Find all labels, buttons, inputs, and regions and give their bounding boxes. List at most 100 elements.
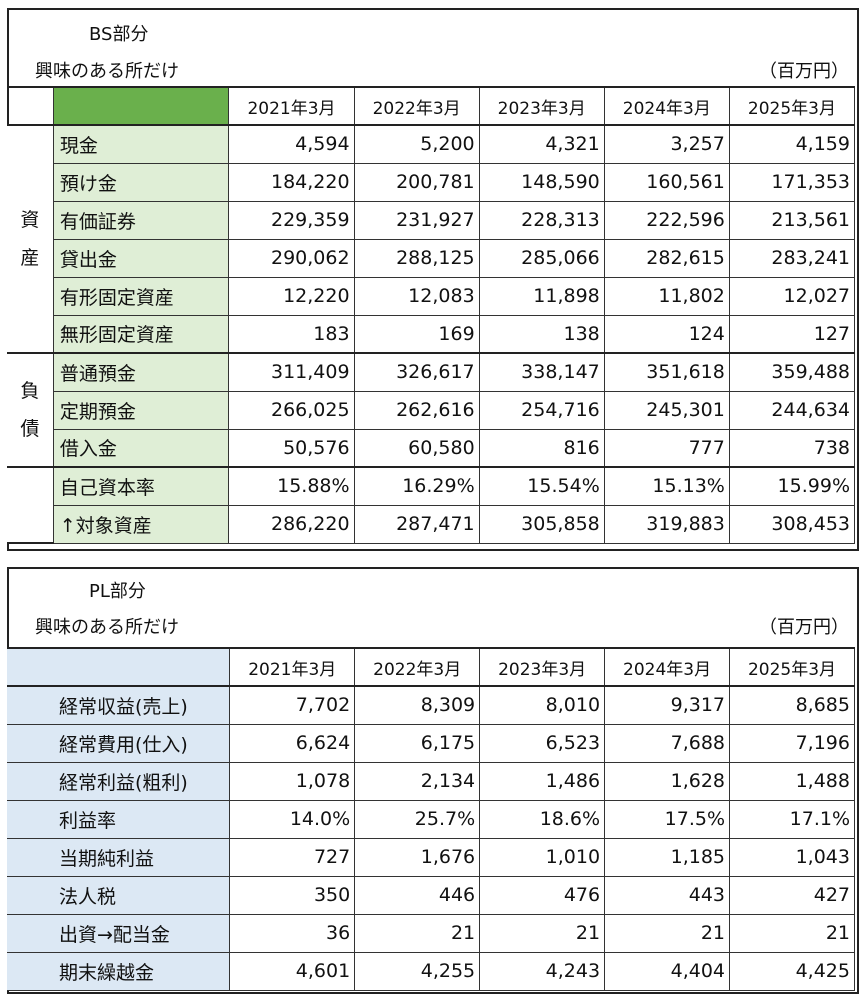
pl-value-cell: 1,628 — [604, 761, 731, 801]
bs-value-cell: 229,359 — [228, 200, 355, 240]
bs-row-label: 借入金 — [52, 428, 230, 468]
pl-value-cell: 1,486 — [479, 761, 606, 801]
bs-value-cell: 16.29% — [353, 466, 480, 506]
bs-value-cell: 777 — [603, 428, 730, 468]
bs-value-cell: 12,220 — [228, 276, 355, 316]
bs-row: 預け金 184,220 200,781 148,590 160,561 171,353 — [7, 162, 856, 202]
pl-table-body: 経常収益(売上) 7,702 8,309 8,010 9,317 8,685 経常費用(仕入… — [7, 685, 855, 991]
pl-row-label: 利益率 — [7, 799, 231, 839]
bs-group-char: 産 — [20, 247, 40, 269]
bs-value-cell: 12,083 — [353, 276, 480, 316]
bs-header-row: 2021年3月 2022年3月 2023年3月 2024年3月 2025年3月 — [7, 86, 856, 126]
bs-value-cell: 3,257 — [603, 124, 730, 164]
bs-value-cell: 228,313 — [478, 200, 605, 240]
bs-value-cell: 308,453 — [728, 504, 856, 544]
bs-value-cell: 15.99% — [728, 466, 856, 506]
bs-value-cell: 11,802 — [603, 276, 730, 316]
bs-value-cell: 184,220 — [228, 162, 355, 202]
pl-row: 利益率 14.0% 25.7% 18.6% 17.5% 17.1% — [7, 799, 855, 839]
bs-row-label: 無形固定資産 — [52, 314, 230, 354]
bs-value-cell: 138 — [478, 314, 605, 354]
pl-row: 経常費用(仕入) 6,624 6,175 6,523 7,688 7,196 — [7, 723, 855, 763]
bs-value-cell: 282,615 — [603, 238, 730, 278]
pl-row-label: 経常費用(仕入) — [7, 723, 231, 763]
bs-row-label: 有価証券 — [52, 200, 230, 240]
bs-value-cell: 359,488 — [728, 352, 856, 392]
bs-row: ↑対象資産 286,220 287,471 305,858 319,883 308,453 — [7, 504, 856, 544]
bs-value-cell: 351,618 — [603, 352, 730, 392]
bs-table: 2021年3月 2022年3月 2023年3月 2024年3月 2025年3月 … — [7, 86, 856, 544]
pl-value-cell: 4,243 — [479, 951, 606, 991]
pl-year-header: 2023年3月 — [479, 647, 606, 687]
bs-value-cell: 4,159 — [728, 124, 856, 164]
bs-year-header: 2022年3月 — [353, 86, 480, 126]
bs-value-cell: 160,561 — [603, 162, 730, 202]
bs-value-cell: 305,858 — [478, 504, 605, 544]
bs-row: 定期預金 266,025 262,616 254,716 245,301 244,634 — [7, 390, 856, 430]
pl-row-label: 法人税 — [7, 875, 231, 915]
pl-year-header: 2022年3月 — [354, 647, 481, 687]
pl-value-cell: 8,685 — [729, 685, 855, 725]
pl-value-cell: 350 — [229, 875, 356, 915]
pl-subtitle: 興味のある所だけ — [35, 617, 179, 638]
bs-table-body: 資産現金 4,594 5,200 4,321 3,257 4,159 預け金 184,220 2… — [7, 124, 856, 544]
bs-group-char: 負 — [20, 380, 40, 402]
pl-value-cell: 1,043 — [729, 837, 855, 877]
pl-value-cell: 4,425 — [729, 951, 855, 991]
bs-row-label: 普通預金 — [52, 352, 230, 392]
bs-value-cell: 319,883 — [603, 504, 730, 544]
bs-group-ratio — [7, 466, 54, 544]
bs-row-label: 有形固定資産 — [52, 276, 230, 316]
bs-value-cell: 15.88% — [228, 466, 355, 506]
pl-value-cell: 17.1% — [729, 799, 855, 839]
bs-value-cell: 285,066 — [478, 238, 605, 278]
bs-value-cell: 127 — [728, 314, 856, 354]
bs-value-cell: 290,062 — [228, 238, 355, 278]
bs-row: 有価証券 229,359 231,927 228,313 222,596 213,561 — [7, 200, 856, 240]
pl-year-header: 2025年3月 — [729, 647, 855, 687]
bs-value-cell: 15.13% — [603, 466, 730, 506]
pl-value-cell: 1,676 — [354, 837, 481, 877]
pl-row: 期末繰越金 4,601 4,255 4,243 4,404 4,425 — [7, 951, 855, 991]
bs-value-cell: 148,590 — [478, 162, 605, 202]
pl-value-cell: 36 — [229, 913, 356, 953]
pl-value-cell: 1,078 — [229, 761, 356, 801]
bs-value-cell: 200,781 — [353, 162, 480, 202]
bs-value-cell: 245,301 — [603, 390, 730, 430]
pl-year-header: 2024年3月 — [604, 647, 731, 687]
bs-value-cell: 326,617 — [353, 352, 480, 392]
pl-row: 出資→配当金 36 21 21 21 21 — [7, 913, 855, 953]
bs-value-cell: 5,200 — [353, 124, 480, 164]
pl-value-cell: 8,309 — [354, 685, 481, 725]
bs-value-cell: 244,634 — [728, 390, 856, 430]
pl-value-cell: 6,624 — [229, 723, 356, 763]
bs-row-label: 定期預金 — [52, 390, 230, 430]
bs-value-cell: 222,596 — [603, 200, 730, 240]
bs-value-cell: 60,580 — [353, 428, 480, 468]
bs-row: 負債 普通預金 311,409 326,617 338,147 351,618 359,48… — [7, 352, 856, 468]
pl-header-label-cell — [7, 647, 231, 687]
pl-value-cell: 25.7% — [354, 799, 481, 839]
pl-row-label: 出資→配当金 — [7, 913, 231, 953]
bs-value-cell: 254,716 — [478, 390, 605, 430]
pl-row: 経常利益(粗利) 1,078 2,134 1,486 1,628 1,488 — [7, 761, 855, 801]
bs-year-header: 2025年3月 — [728, 86, 856, 126]
pl-value-cell: 446 — [354, 875, 481, 915]
bs-value-cell: 283,241 — [728, 238, 856, 278]
bs-value-cell: 311,409 — [228, 352, 355, 392]
bs-value-cell: 338,147 — [478, 352, 605, 392]
pl-value-cell: 7,196 — [729, 723, 855, 763]
pl-value-cell: 21 — [354, 913, 481, 953]
pl-row-label: 経常収益(売上) — [7, 685, 231, 725]
pl-title: PL部分 — [89, 581, 146, 602]
income-statement-panel: PL部分 興味のある所だけ （百万円） 2021年3月 2022年3月 2023… — [7, 567, 859, 994]
bs-value-cell: 231,927 — [353, 200, 480, 240]
bs-row-label: ↑対象資産 — [52, 504, 230, 544]
bs-value-cell: 50,576 — [228, 428, 355, 468]
pl-value-cell: 727 — [229, 837, 356, 877]
bs-group-char: 債 — [20, 418, 40, 440]
balance-sheet-panel: BS部分 興味のある所だけ （百万円） 2021年3月 2022年3月 2023… — [7, 8, 859, 551]
pl-unit: （百万円） — [759, 617, 849, 638]
pl-value-cell: 17.5% — [604, 799, 731, 839]
pl-table: 2021年3月 2022年3月 2023年3月 2024年3月 2025年3月 … — [7, 647, 855, 991]
